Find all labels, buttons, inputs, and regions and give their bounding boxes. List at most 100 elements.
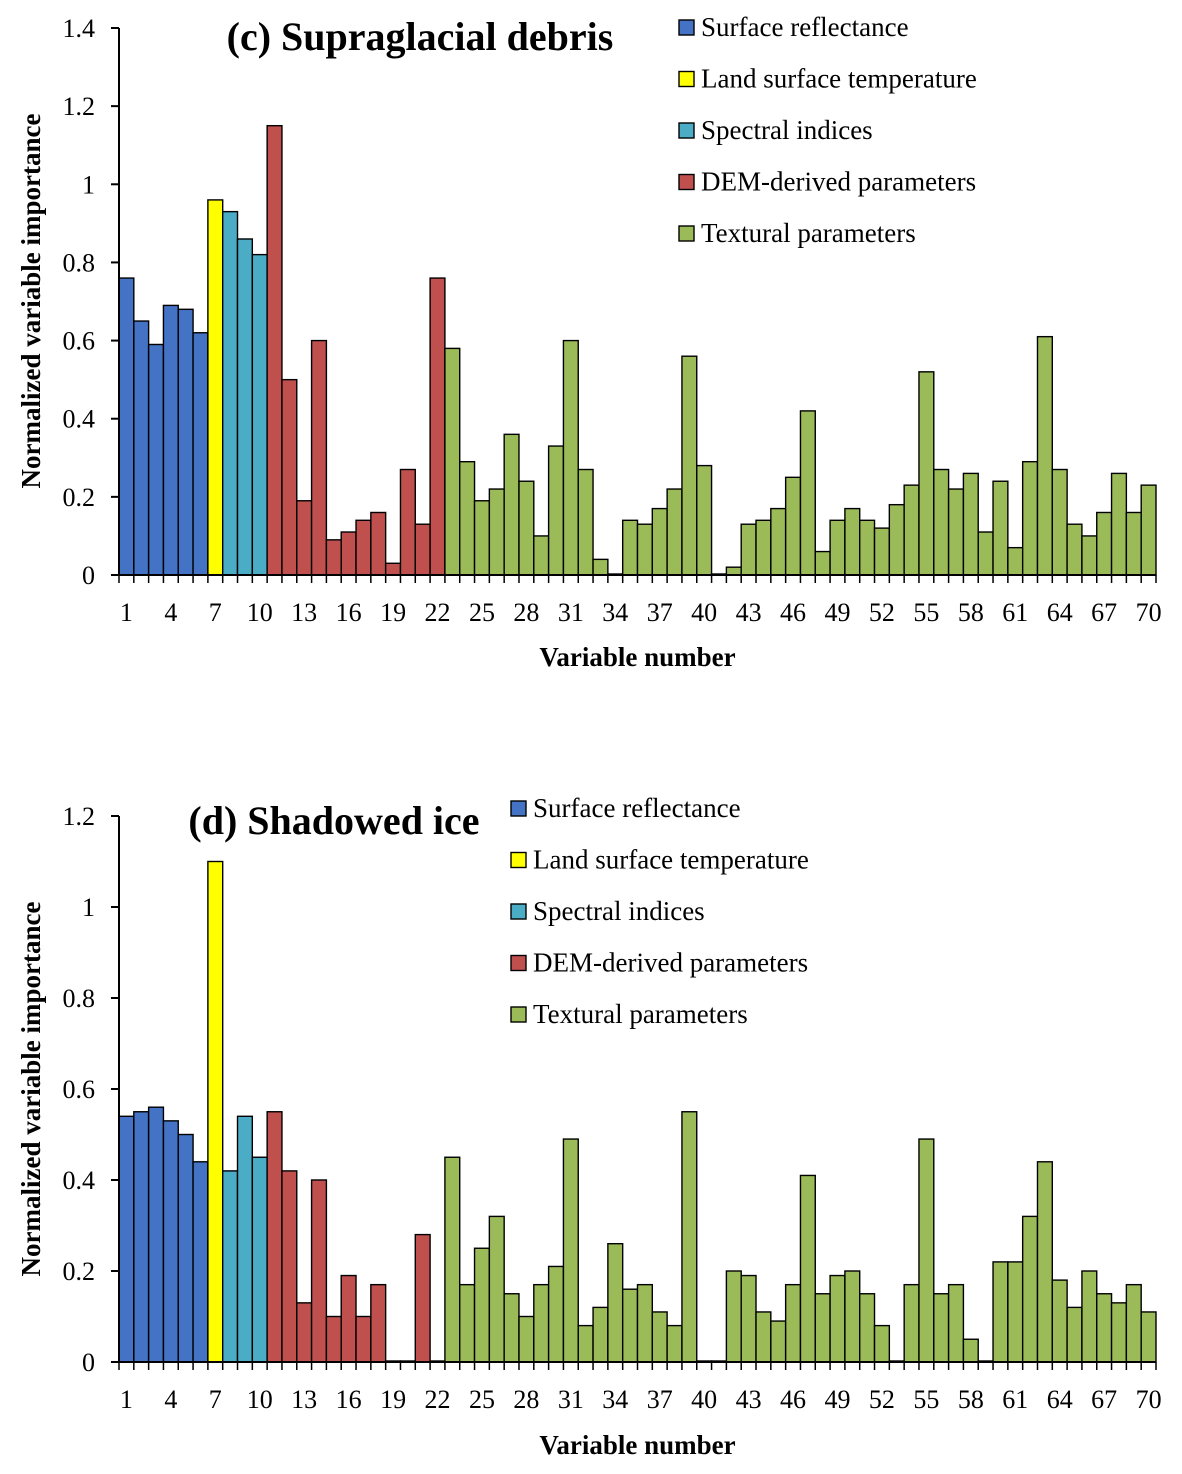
bar-var-24: [459, 1283, 476, 1363]
bar-var-70: [1140, 1311, 1157, 1363]
x-tick-label: 37: [647, 1385, 673, 1414]
legend-label: Spectral indices: [701, 115, 873, 145]
bar-var-68: [1110, 1302, 1128, 1363]
legend-swatch: [678, 70, 695, 88]
bar-var-15: [325, 539, 342, 576]
bar-var-5: [177, 1133, 194, 1363]
x-tick-label: 34: [602, 598, 628, 627]
x-axis-title: Variable number: [539, 642, 735, 672]
x-tick-label: 43: [736, 1385, 762, 1414]
bar-var-46: [784, 1283, 802, 1363]
bar-var-56: [933, 468, 950, 576]
bar-var-25: [473, 1247, 491, 1363]
bar-var-66: [1081, 1270, 1098, 1363]
x-tick-label: 52: [869, 1385, 895, 1414]
legend-swatch: [510, 851, 527, 869]
x-tick-label: 49: [824, 598, 850, 627]
bar-var-1: [118, 277, 135, 576]
bar-var-17: [355, 1315, 372, 1363]
bar-var-54: [903, 484, 920, 576]
x-tick-label: 16: [336, 1385, 362, 1414]
bar-var-49: [829, 519, 846, 576]
y-tick-label: 0.2: [63, 1257, 96, 1286]
bar-var-13: [296, 1302, 313, 1363]
bar-var-26: [488, 488, 505, 576]
bar-var-23: [444, 347, 461, 576]
bar-var-37: [651, 507, 668, 576]
bar-var-24: [459, 460, 476, 576]
bar-var-22: [429, 277, 446, 576]
bar-var-10: [251, 253, 268, 576]
y-tick-label: 0.6: [63, 1075, 96, 1104]
x-tick-label: 37: [647, 598, 673, 627]
bar-var-60: [992, 480, 1009, 576]
bar-var-50: [844, 1270, 861, 1363]
x-tick-label: 55: [913, 598, 939, 627]
x-tick-label: 7: [209, 598, 222, 627]
bar-var-15: [325, 1315, 342, 1363]
bar-var-55: [918, 371, 935, 576]
bar-var-6: [192, 1161, 209, 1363]
bar-var-57: [947, 488, 965, 576]
bar-var-47: [799, 410, 816, 576]
x-tick-label: 61: [1002, 598, 1028, 627]
bar-var-8: [221, 210, 239, 576]
x-tick-label: 49: [824, 1385, 850, 1414]
bar-var-49: [829, 1274, 846, 1363]
legend-label: DEM-derived parameters: [701, 167, 976, 197]
x-tick-label: 67: [1091, 1385, 1117, 1414]
x-tick-label: 22: [425, 598, 451, 627]
legend-label: Land surface temperature: [701, 64, 977, 94]
bar-var-34: [607, 1242, 624, 1363]
y-tick-label: 0.8: [63, 248, 96, 277]
bar-var-19: [384, 562, 402, 576]
bar-var-4: [162, 1120, 179, 1363]
bar-var-62: [1021, 460, 1039, 576]
bar-var-45: [770, 507, 787, 576]
x-tick-label: 13: [291, 1385, 317, 1414]
bar-var-1: [118, 1115, 135, 1363]
legend-swatch: [678, 122, 695, 139]
bar-var-21: [414, 1233, 431, 1363]
x-tick-label: 64: [1047, 1385, 1073, 1414]
legend-label: Textural parameters: [701, 218, 916, 248]
x-tick-label: 58: [958, 1385, 984, 1414]
bar-var-9: [236, 1115, 254, 1363]
y-tick-label: 1.2: [63, 92, 96, 121]
x-tick-label: 31: [558, 598, 584, 627]
bar-var-27: [503, 433, 520, 576]
bar-var-9: [236, 238, 254, 576]
bar-var-30: [547, 445, 565, 576]
x-tick-label: 28: [513, 598, 539, 627]
bar-var-8: [221, 1170, 239, 1363]
bar-var-48: [814, 1293, 831, 1363]
bar-var-20: [399, 468, 416, 576]
bar-var-33: [592, 558, 609, 576]
x-tick-label: 10: [247, 598, 273, 627]
x-tick-label: 4: [164, 598, 177, 627]
bar-var-17: [355, 519, 372, 576]
bar-var-70: [1140, 484, 1157, 576]
bar-var-62: [1021, 1215, 1039, 1363]
y-axis-title: Normalized variable importance: [16, 902, 46, 1277]
x-tick-label: 22: [425, 1385, 451, 1414]
bar-var-65: [1066, 523, 1083, 576]
bar-var-58: [962, 1338, 979, 1363]
x-tick-label: 1: [120, 598, 133, 627]
x-tick-label: 70: [1136, 598, 1162, 627]
bar-var-32: [577, 1324, 594, 1363]
x-tick-label: 28: [513, 1385, 539, 1414]
bar-var-61: [1007, 1261, 1024, 1363]
bar-var-39: [681, 355, 698, 576]
bar-var-16: [340, 1274, 357, 1363]
bar-var-35: [621, 519, 639, 576]
bar-var-14: [310, 339, 328, 576]
x-tick-label: 55: [913, 1385, 939, 1414]
y-tick-label: 1: [82, 170, 95, 199]
y-tick-label: 1.2: [63, 802, 96, 831]
bar-var-10: [251, 1156, 268, 1363]
bar-var-44: [755, 1311, 772, 1363]
bar-var-69: [1125, 1283, 1142, 1363]
bar-var-42: [725, 1270, 742, 1363]
